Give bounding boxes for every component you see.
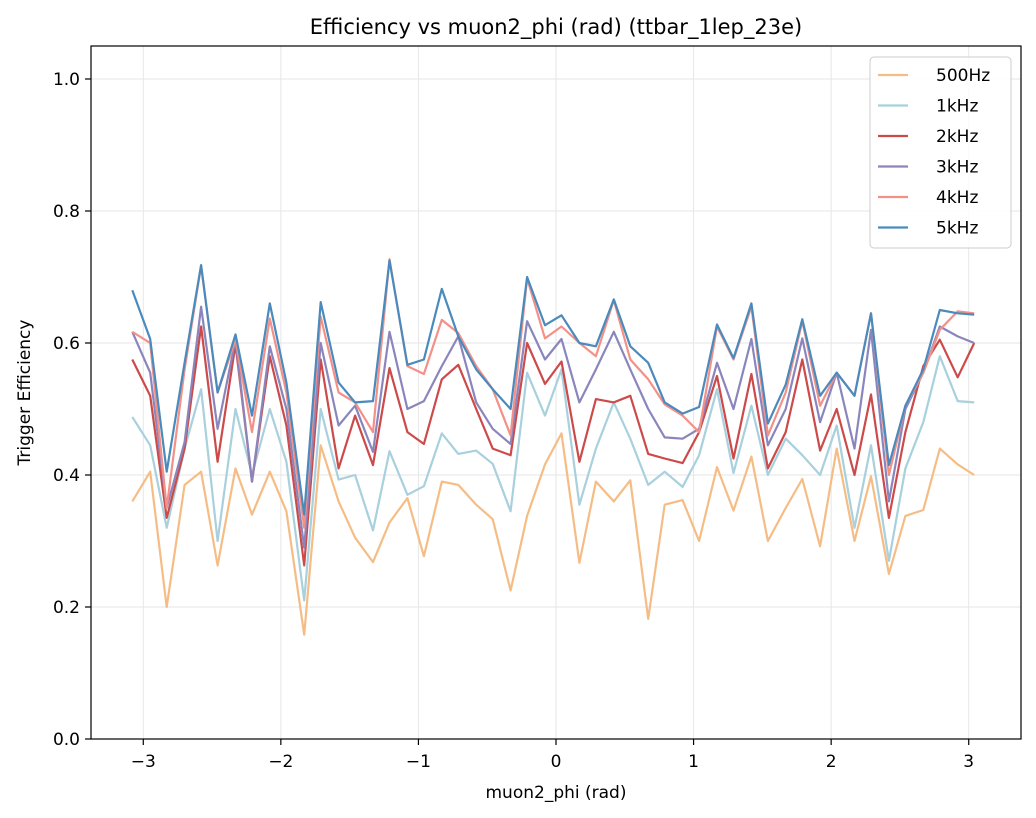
y-tick-label: 1.0 [53, 70, 80, 90]
y-tick-label: 0.0 [53, 730, 80, 750]
x-tick-label: 0 [551, 752, 562, 772]
series-line-5khz [131, 259, 975, 516]
y-tick-label: 0.8 [53, 202, 80, 222]
series-line-1khz [131, 355, 975, 602]
y-axis-label: Trigger Efficiency [15, 320, 35, 467]
y-tick-label: 0.4 [53, 466, 80, 486]
y-tick-label: 0.2 [53, 598, 80, 618]
legend-label: 2kHz [936, 127, 978, 147]
chart-title: Efficiency vs muon2_phi (rad) (ttbar_1le… [310, 15, 802, 40]
x-axis-label: muon2_phi (rad) [486, 783, 627, 803]
y-axis-ticks: 0.0 0.2 0.4 0.6 0.8 1.0 [53, 70, 91, 750]
series-line-500hz [131, 432, 975, 636]
x-tick-label: 2 [826, 752, 837, 772]
series-lines [131, 258, 976, 636]
x-tick-label: −3 [131, 752, 156, 772]
series-line-3khz [131, 305, 975, 549]
x-tick-label: 3 [963, 752, 974, 772]
legend-label: 4kHz [936, 188, 978, 208]
x-tick-label: 1 [688, 752, 699, 772]
x-tick-label: −2 [268, 752, 293, 772]
series-line-2khz [131, 325, 976, 567]
y-tick-label: 0.6 [53, 334, 80, 354]
legend-label: 500Hz [936, 66, 990, 86]
legend-label: 3kHz [936, 158, 978, 178]
legend-label: 5kHz [936, 219, 978, 239]
legend-label: 1kHz [936, 97, 978, 117]
legend: 500Hz 1kHz 2kHz 3kHz 4kHz 5kHz [869, 56, 1012, 249]
x-tick-label: −1 [406, 752, 431, 772]
x-axis-ticks: −3 −2 −1 0 1 2 3 [131, 739, 974, 772]
